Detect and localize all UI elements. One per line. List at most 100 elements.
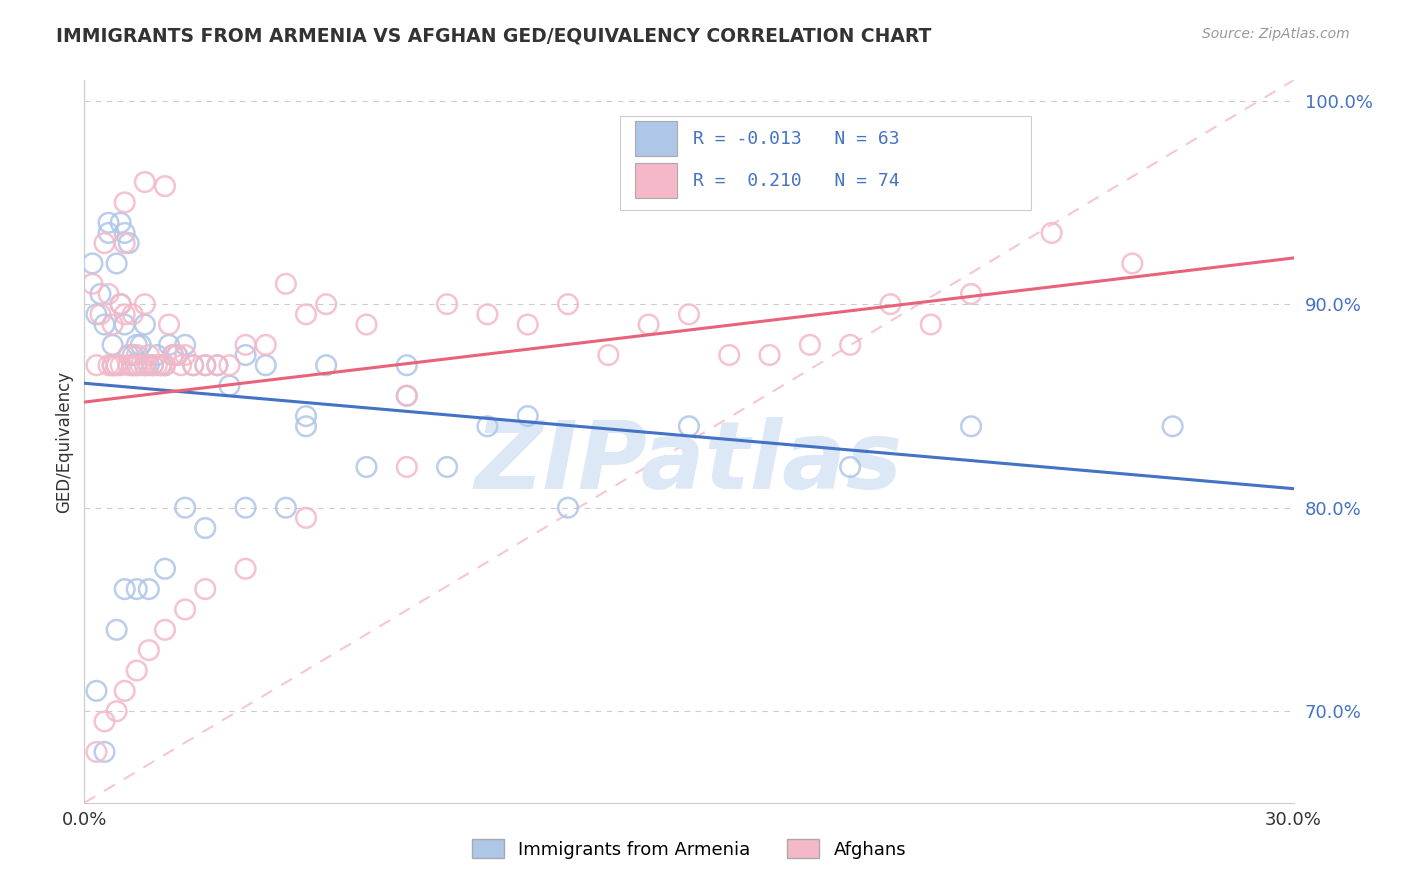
Point xyxy=(194,358,217,372)
Point xyxy=(516,318,538,332)
Point xyxy=(194,582,217,596)
Point xyxy=(114,226,136,240)
Point xyxy=(557,500,579,515)
Point xyxy=(118,236,141,251)
Point xyxy=(134,358,156,372)
Point xyxy=(839,338,862,352)
Point xyxy=(218,378,240,392)
Point xyxy=(101,358,124,372)
Point xyxy=(295,419,318,434)
Point xyxy=(174,602,197,616)
Point xyxy=(235,562,257,576)
Point xyxy=(395,389,418,403)
Point xyxy=(110,358,132,372)
Point xyxy=(129,358,152,372)
Point xyxy=(920,318,942,332)
Point xyxy=(879,297,901,311)
Point xyxy=(153,358,176,372)
Point xyxy=(118,348,141,362)
Y-axis label: GED/Equivalency: GED/Equivalency xyxy=(55,370,73,513)
Point xyxy=(118,348,141,362)
Point xyxy=(174,348,197,362)
Point xyxy=(149,358,172,372)
Point xyxy=(134,297,156,311)
Point xyxy=(114,236,136,251)
Point xyxy=(110,297,132,311)
Point xyxy=(110,297,132,311)
Point xyxy=(138,643,160,657)
Point xyxy=(125,358,148,372)
Point xyxy=(110,216,132,230)
Point xyxy=(235,500,257,515)
Point xyxy=(274,500,297,515)
Point xyxy=(121,358,143,372)
Point xyxy=(134,318,156,332)
Point xyxy=(82,256,104,270)
Point xyxy=(598,348,620,362)
Point xyxy=(174,338,197,352)
Point xyxy=(436,460,458,475)
Point xyxy=(101,338,124,352)
Point xyxy=(97,226,120,240)
Point xyxy=(97,216,120,230)
Point xyxy=(114,307,136,321)
Point xyxy=(118,358,141,372)
Point xyxy=(395,358,418,372)
Point xyxy=(105,256,128,270)
Point xyxy=(86,684,108,698)
Point xyxy=(105,623,128,637)
Point xyxy=(295,307,318,321)
Point xyxy=(142,358,165,372)
Point xyxy=(138,348,160,362)
Point xyxy=(436,297,458,311)
Point xyxy=(101,318,124,332)
Point xyxy=(93,318,115,332)
Text: IMMIGRANTS FROM ARMENIA VS AFGHAN GED/EQUIVALENCY CORRELATION CHART: IMMIGRANTS FROM ARMENIA VS AFGHAN GED/EQ… xyxy=(56,27,932,45)
Point xyxy=(146,358,169,372)
Point xyxy=(637,318,659,332)
Point xyxy=(134,358,156,372)
Point xyxy=(125,348,148,362)
Point xyxy=(97,287,120,301)
Point xyxy=(295,511,318,525)
Point xyxy=(235,348,257,362)
Point xyxy=(395,460,418,475)
Point xyxy=(121,358,143,372)
Point xyxy=(557,297,579,311)
Point xyxy=(1161,419,1184,434)
Point xyxy=(153,562,176,576)
Text: R = -0.013   N = 63: R = -0.013 N = 63 xyxy=(693,130,900,148)
Point xyxy=(1040,226,1063,240)
Point xyxy=(207,358,229,372)
Point xyxy=(129,338,152,352)
Text: ZIPatlas: ZIPatlas xyxy=(475,417,903,509)
Point xyxy=(162,348,184,362)
Text: Source: ZipAtlas.com: Source: ZipAtlas.com xyxy=(1202,27,1350,41)
Point xyxy=(138,582,160,596)
Point xyxy=(125,664,148,678)
Point xyxy=(86,745,108,759)
Point xyxy=(960,419,983,434)
Point xyxy=(125,358,148,372)
Point xyxy=(105,358,128,372)
Point xyxy=(157,338,180,352)
Point xyxy=(274,277,297,291)
Point xyxy=(93,236,115,251)
Point xyxy=(477,419,499,434)
Text: R =  0.210   N = 74: R = 0.210 N = 74 xyxy=(693,172,900,190)
Point xyxy=(254,338,277,352)
Point xyxy=(218,358,240,372)
FancyBboxPatch shape xyxy=(634,163,676,198)
Point xyxy=(678,419,700,434)
Point xyxy=(356,460,378,475)
Point xyxy=(516,409,538,423)
Point xyxy=(138,358,160,372)
Point xyxy=(799,338,821,352)
Point xyxy=(181,358,204,372)
Point xyxy=(101,358,124,372)
Point xyxy=(93,714,115,729)
Point xyxy=(82,277,104,291)
Point xyxy=(207,358,229,372)
Point xyxy=(114,195,136,210)
Point xyxy=(125,338,148,352)
